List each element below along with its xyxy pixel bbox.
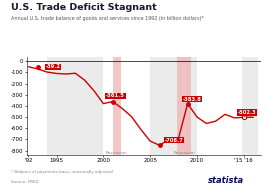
Bar [47,57,103,155]
Text: -39.2: -39.2 [45,64,60,69]
Text: Annual U.S. trade balance of goods and services since 1992 (in billion dollars)*: Annual U.S. trade balance of goods and s… [11,16,203,21]
Text: U.S. Trade Deficit Stagnant: U.S. Trade Deficit Stagnant [11,3,156,12]
Text: Recession: Recession [106,150,128,155]
Text: -502.3: -502.3 [237,110,256,117]
Bar [113,57,121,155]
Text: Source: FRED: Source: FRED [11,180,38,184]
Text: -361.5: -361.5 [106,93,125,101]
Text: -708.7: -708.7 [162,138,183,144]
Bar [177,57,192,155]
Text: Recession: Recession [173,150,195,155]
Bar [150,57,197,155]
Text: statista: statista [207,176,244,185]
Bar [242,57,258,155]
Text: -383.8: -383.8 [183,97,202,104]
Text: * Balance of payments basis, seasonally adjusted: * Balance of payments basis, seasonally … [11,170,113,174]
